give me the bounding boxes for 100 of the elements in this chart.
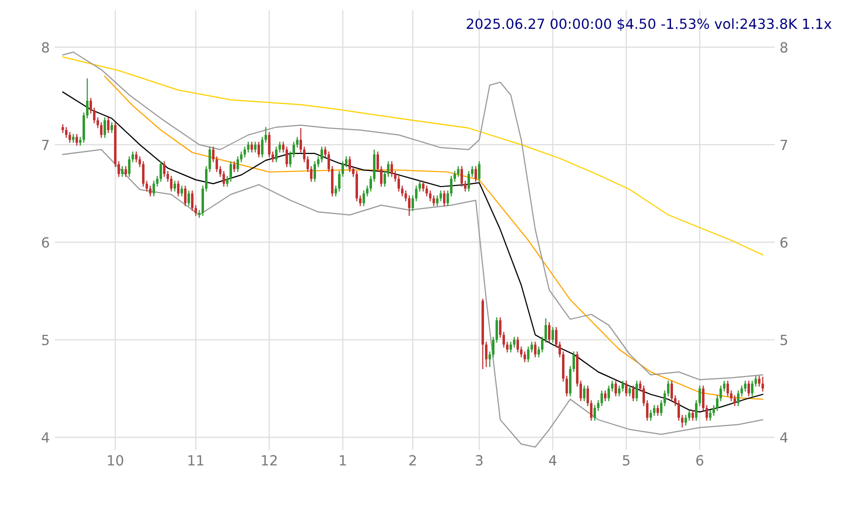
text: 2025.06.27 00:00:00 $4.50 -1.53% vol:2433.8K 1.1x bbox=[466, 18, 832, 31]
candlestick bbox=[398, 175, 400, 192]
candlestick bbox=[734, 394, 736, 407]
candlestick bbox=[258, 141, 260, 158]
candlestick bbox=[222, 170, 225, 188]
y2-tick-label: 4 bbox=[780, 432, 788, 443]
candlestick bbox=[62, 124, 64, 134]
candlestick bbox=[468, 170, 470, 192]
candlestick bbox=[653, 404, 656, 416]
candlestick bbox=[184, 185, 186, 207]
candlestick bbox=[422, 180, 424, 192]
candlestick bbox=[636, 380, 638, 402]
candlestick bbox=[100, 122, 102, 138]
x-tick-label: 11 bbox=[188, 455, 204, 466]
candlestick bbox=[362, 190, 365, 207]
x-tick-label: 4 bbox=[549, 455, 556, 466]
candlestick bbox=[443, 190, 446, 207]
candlestick bbox=[348, 156, 351, 173]
candlestick bbox=[709, 409, 712, 422]
x-tick-label: 12 bbox=[262, 455, 277, 466]
y-tick-label: 6 bbox=[42, 237, 49, 248]
candlestick bbox=[254, 141, 256, 154]
candlestick bbox=[628, 385, 631, 397]
candlestick bbox=[174, 180, 176, 192]
candlestick bbox=[510, 341, 512, 353]
candlestick bbox=[191, 190, 194, 212]
candlestick bbox=[250, 141, 253, 154]
candlestick bbox=[688, 409, 690, 422]
candlestick bbox=[670, 380, 673, 402]
candlestick bbox=[142, 160, 144, 188]
candlestick bbox=[244, 146, 246, 158]
candlestick bbox=[534, 341, 536, 358]
candlestick bbox=[177, 180, 180, 197]
candlestick bbox=[124, 166, 127, 178]
candlestick bbox=[650, 409, 652, 422]
candlestick bbox=[440, 190, 442, 202]
candlestick bbox=[758, 375, 760, 388]
candlestick bbox=[460, 166, 463, 188]
candlestick bbox=[170, 175, 172, 192]
y2-tick-label: 8 bbox=[780, 42, 788, 53]
x-tick-label: 10 bbox=[108, 455, 124, 466]
y2-tick-label: 7 bbox=[780, 140, 788, 150]
candlestick bbox=[408, 194, 410, 216]
candlestick bbox=[286, 146, 288, 168]
candlestick bbox=[436, 194, 438, 207]
candlestick bbox=[68, 131, 72, 144]
candlestick bbox=[548, 322, 550, 344]
candlestick bbox=[180, 185, 183, 197]
candlestick bbox=[121, 166, 124, 178]
y2-tick-label: 5 bbox=[780, 334, 788, 346]
candlestick bbox=[149, 185, 152, 197]
candlestick bbox=[432, 194, 435, 207]
candlestick bbox=[268, 131, 270, 158]
candlestick bbox=[152, 180, 155, 197]
candlestick bbox=[429, 190, 432, 202]
candlestick bbox=[230, 160, 232, 182]
candlestick bbox=[104, 116, 106, 138]
candlestick bbox=[583, 385, 586, 402]
candlestick bbox=[726, 380, 729, 397]
candlestick bbox=[275, 146, 278, 163]
x-tick-label: 5 bbox=[622, 455, 630, 466]
x-tick-label: 3 bbox=[476, 455, 483, 466]
candlestick bbox=[65, 126, 68, 138]
candlestick bbox=[751, 380, 754, 397]
candlestick bbox=[188, 190, 190, 207]
y-tick-label: 7 bbox=[42, 140, 49, 150]
candlestick bbox=[135, 150, 138, 163]
line-series bbox=[62, 149, 764, 448]
candlestick bbox=[110, 122, 113, 134]
candlestick bbox=[236, 156, 239, 173]
y2-tick-label: 6 bbox=[780, 237, 788, 248]
candlestick bbox=[632, 385, 634, 402]
x-tick-label: 2 bbox=[409, 455, 416, 466]
y-tick-label: 5 bbox=[42, 334, 49, 346]
candlestick bbox=[604, 390, 606, 402]
candlestick bbox=[684, 414, 687, 426]
y-tick-label: 8 bbox=[42, 42, 49, 53]
candlestick bbox=[233, 160, 236, 173]
candlestick bbox=[692, 409, 694, 422]
candlestick bbox=[513, 336, 516, 348]
candlestick bbox=[474, 166, 477, 182]
candlestick bbox=[656, 404, 659, 416]
candlestick bbox=[478, 160, 480, 182]
candlestick bbox=[737, 390, 740, 407]
x-tick-label: 1 bbox=[340, 455, 346, 466]
candlestick bbox=[748, 380, 750, 397]
candlestick bbox=[762, 376, 764, 392]
candlestick bbox=[552, 326, 554, 344]
candlestick bbox=[625, 380, 628, 397]
candlestick bbox=[107, 116, 110, 134]
candlestick bbox=[247, 141, 250, 154]
candlestick bbox=[614, 380, 617, 397]
candlestick bbox=[76, 133, 78, 146]
candlestick bbox=[160, 160, 162, 182]
y-tick-label: 4 bbox=[42, 432, 50, 443]
candlestick bbox=[320, 146, 323, 163]
line-series bbox=[62, 56, 764, 256]
candlestick bbox=[128, 156, 130, 178]
x-tick-label: 6 bbox=[696, 455, 704, 466]
candlestick bbox=[314, 160, 316, 182]
